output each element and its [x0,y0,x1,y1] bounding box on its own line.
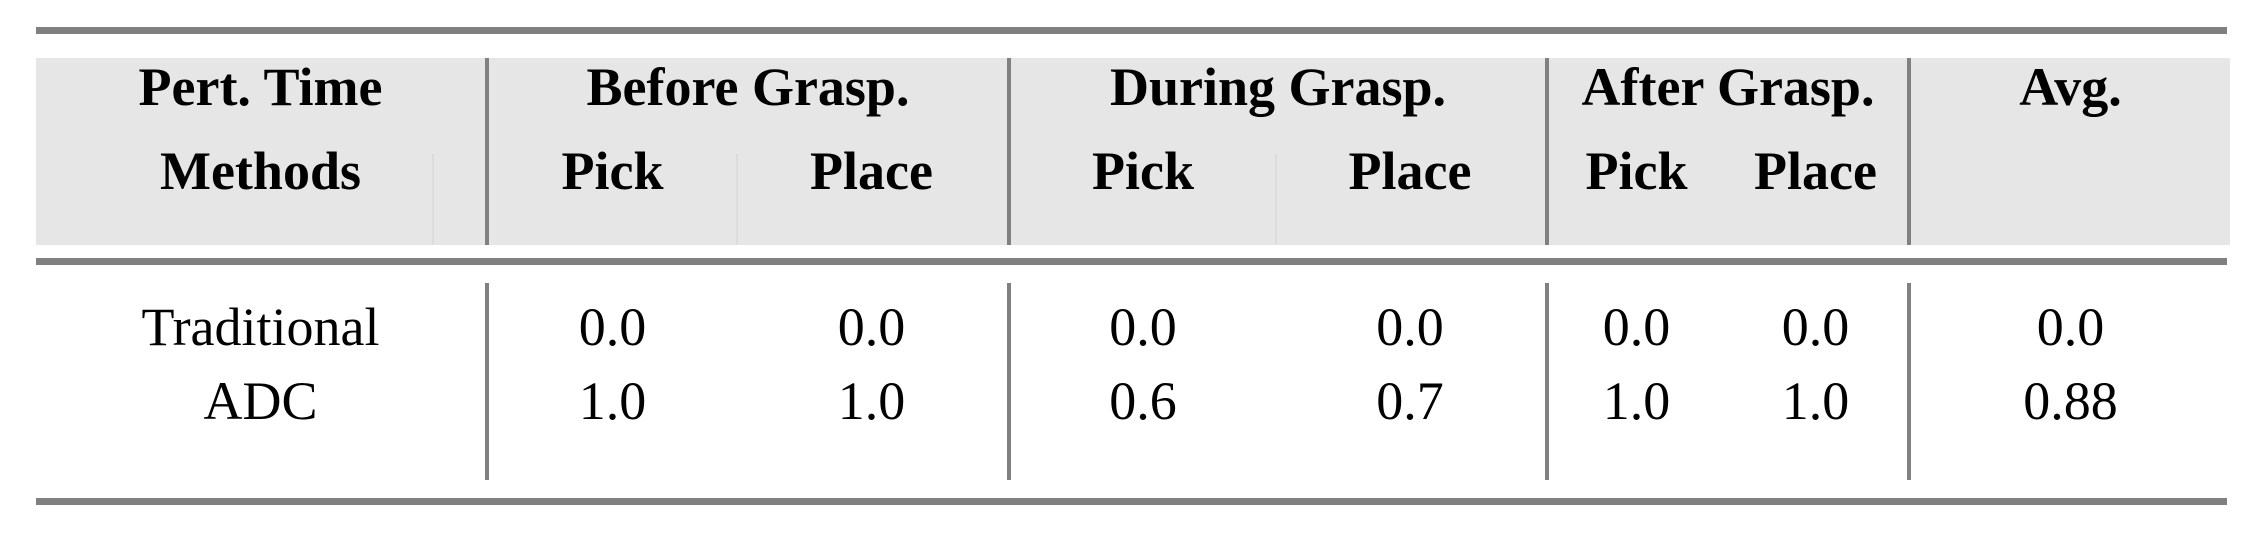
header-sub-during-place: Place [1348,141,1472,201]
table-cell: 0.0 [1109,297,1177,357]
table-mid-rule [36,258,2227,265]
table-row-method-label: Traditional [141,297,380,357]
header-group-during-grasp: During Grasp. [1109,57,1447,117]
header-sub-before-pick: Pick [561,141,664,201]
table-cell-avg: 0.0 [2036,297,2105,357]
header-subcolumn-hairline-2 [1275,154,1277,245]
header-corner-line1: Pert. Time [138,57,383,117]
column-separator-body-3 [1545,283,1549,480]
table-top-rule [36,27,2227,34]
table-cell: 0.6 [1109,371,1177,431]
table-cell: 0.0 [1781,297,1850,357]
table-cell: 0.0 [837,297,906,357]
table-cell: 1.0 [578,371,647,431]
column-separator-head-2 [1007,58,1011,245]
column-separator-body-1 [485,283,489,480]
header-shading [36,58,2230,245]
column-separator-body-2 [1007,283,1011,480]
header-sub-before-place: Place [810,141,933,201]
header-sub-after-pick: Pick [1585,141,1688,201]
header-group-before-grasp: Before Grasp. [586,57,910,117]
column-separator-head-3 [1545,58,1549,245]
table-cell: 1.0 [1602,371,1671,431]
header-sub-during-pick: Pick [1092,141,1194,201]
table-cell: 0.0 [1376,297,1444,357]
table-row-method-label: ADC [203,371,318,431]
table-cell: 0.0 [578,297,647,357]
table-cell: 0.0 [1602,297,1671,357]
table-cell-avg: 0.88 [2023,371,2118,431]
table-cell: 1.0 [1781,371,1850,431]
header-group-after-grasp: After Grasp. [1581,57,1875,117]
header-avg: Avg. [2019,57,2122,117]
table-cell: 0.7 [1376,371,1444,431]
column-separator-body-4 [1907,283,1911,480]
table-bottom-rule [36,498,2227,505]
table-cell: 1.0 [837,371,906,431]
column-separator-head-4 [1907,58,1911,245]
header-subcolumn-hairline-1 [736,154,738,245]
header-subcolumn-hairline-0 [432,154,434,245]
header-sub-after-place: Place [1754,141,1877,201]
column-separator-head-1 [485,58,489,245]
header-corner-line2: Methods [160,141,361,201]
